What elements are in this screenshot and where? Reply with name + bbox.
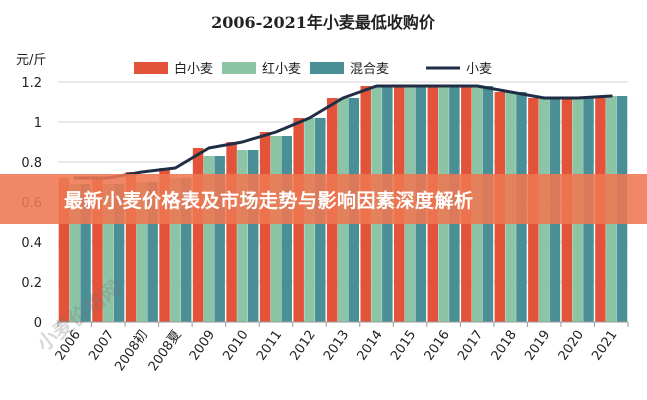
x-tick-label: 2021 — [589, 328, 620, 364]
bar-白小麦 — [125, 172, 137, 322]
y-tick-label: 0 — [34, 316, 42, 331]
bar-混合麦 — [214, 156, 225, 322]
chart-title: 2006-2021年小麦最低收购价 — [211, 13, 436, 32]
bar-白小麦 — [159, 168, 170, 322]
x-tick-label: 2012 — [287, 328, 318, 364]
y-tick-label: 0.4 — [21, 236, 42, 251]
x-tick-label: 2011 — [254, 328, 285, 364]
bar-红小麦 — [170, 178, 181, 322]
bar-白小麦 — [259, 132, 271, 322]
legend: 白小麦 红小麦 混合麦 小麦 — [134, 61, 492, 77]
y-tick-label: 1.2 — [21, 76, 42, 91]
x-tick-label: 2019 — [522, 328, 553, 364]
x-tick-label: 2015 — [388, 328, 419, 364]
bar-红小麦 — [270, 136, 282, 322]
bar-白小麦 — [226, 142, 237, 322]
bar-混合麦 — [281, 136, 292, 322]
x-tick-label: 2010 — [220, 328, 251, 364]
x-tick-label: 2007 — [86, 328, 117, 364]
x-tick-label: 2018 — [489, 328, 520, 364]
y-tick-label: 0.8 — [21, 156, 42, 171]
line-series — [73, 84, 613, 180]
bar-红小麦 — [136, 182, 148, 322]
bar-混合麦 — [247, 150, 259, 322]
bar-红小麦 — [69, 184, 81, 322]
x-tick-label: 2008初 — [112, 328, 151, 374]
y-axis-label: 元/斤 — [16, 53, 46, 68]
bar-红小麦 — [203, 156, 215, 322]
headline-text: 最新小麦价格表及市场走势与影响因素深度解析 — [64, 190, 474, 212]
bar-白小麦 — [92, 178, 103, 322]
headline-banner: 最新小麦价格表及市场走势与影响因素深度解析 — [0, 174, 647, 224]
bar-白小麦 — [192, 148, 204, 322]
x-tick-label: 2013 — [321, 328, 352, 364]
bar-混合麦 — [113, 184, 125, 322]
bar-白小麦 — [58, 178, 70, 322]
legend-label: 红小麦 — [262, 61, 301, 77]
x-tick-label: 2008夏 — [146, 328, 185, 374]
x-tick-label: 2016 — [422, 328, 453, 364]
legend-swatch — [222, 62, 256, 74]
legend-label: 小麦 — [466, 62, 492, 77]
legend-swatch — [310, 62, 344, 74]
bar-混合麦 — [80, 184, 91, 322]
bar-红小麦 — [237, 150, 248, 322]
x-tick-label: 2017 — [455, 328, 486, 364]
bar-混合麦 — [180, 178, 192, 322]
x-tick-label: 2020 — [556, 328, 587, 364]
legend-label: 混合麦 — [350, 62, 389, 77]
legend-swatch — [134, 62, 168, 74]
y-tick-label: 0.2 — [21, 276, 42, 291]
y-tick-label: 1 — [34, 116, 42, 131]
bar-红小麦 — [103, 184, 114, 322]
x-tick-label: 2014 — [355, 328, 386, 364]
bar-混合麦 — [147, 182, 158, 322]
legend-label: 白小麦 — [174, 61, 213, 77]
x-tick-label: 2009 — [187, 328, 218, 364]
line-小麦 — [73, 84, 613, 180]
